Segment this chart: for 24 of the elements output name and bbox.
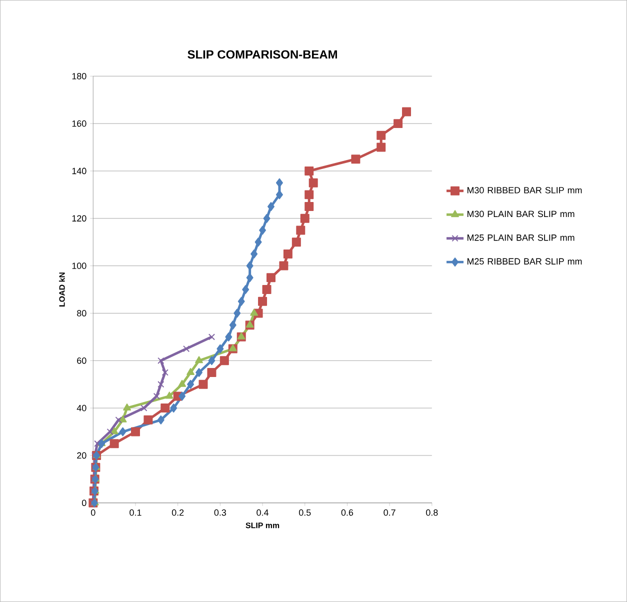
x-tick-label: 0.1: [130, 509, 142, 516]
y-tick-label: 140: [72, 168, 86, 174]
y-tick-label: 40: [76, 404, 86, 412]
y-tick-label: 60: [77, 357, 86, 364]
x-tick-label: 0.6: [341, 509, 354, 516]
y-tick-label: 120: [72, 215, 86, 222]
y-tick-label: 0: [82, 500, 86, 506]
x-tick-label: 0.2: [172, 509, 184, 516]
legend-label: M30 RIBBED BAR SLIP mm: [467, 187, 582, 194]
y-tick-label: 180: [72, 72, 86, 80]
legend-label: M25 PLAIN BAR SLIP mm: [467, 234, 574, 241]
x-tick-label: 0.7: [384, 509, 396, 516]
x-tick-label: 0.3: [214, 509, 226, 516]
x-tick-label: 0: [90, 509, 96, 516]
x-tick-label: 0.8: [426, 509, 438, 516]
y-tick-label: 80: [77, 310, 86, 316]
y-tick-label: 160: [72, 120, 86, 127]
legend-label: M25 RIBBED BAR SLIP mm: [467, 258, 582, 265]
x-tick-label: 0.5: [299, 509, 311, 516]
legend-label: M30 PLAIN BAR SLIP mm: [467, 210, 574, 218]
x-tick-label: 0.4: [256, 509, 268, 516]
y-tick-label: 20: [77, 452, 86, 459]
chart-title: SLIP COMPARISON-BEAM: [188, 50, 337, 59]
y-tick-label: 100: [72, 262, 86, 269]
